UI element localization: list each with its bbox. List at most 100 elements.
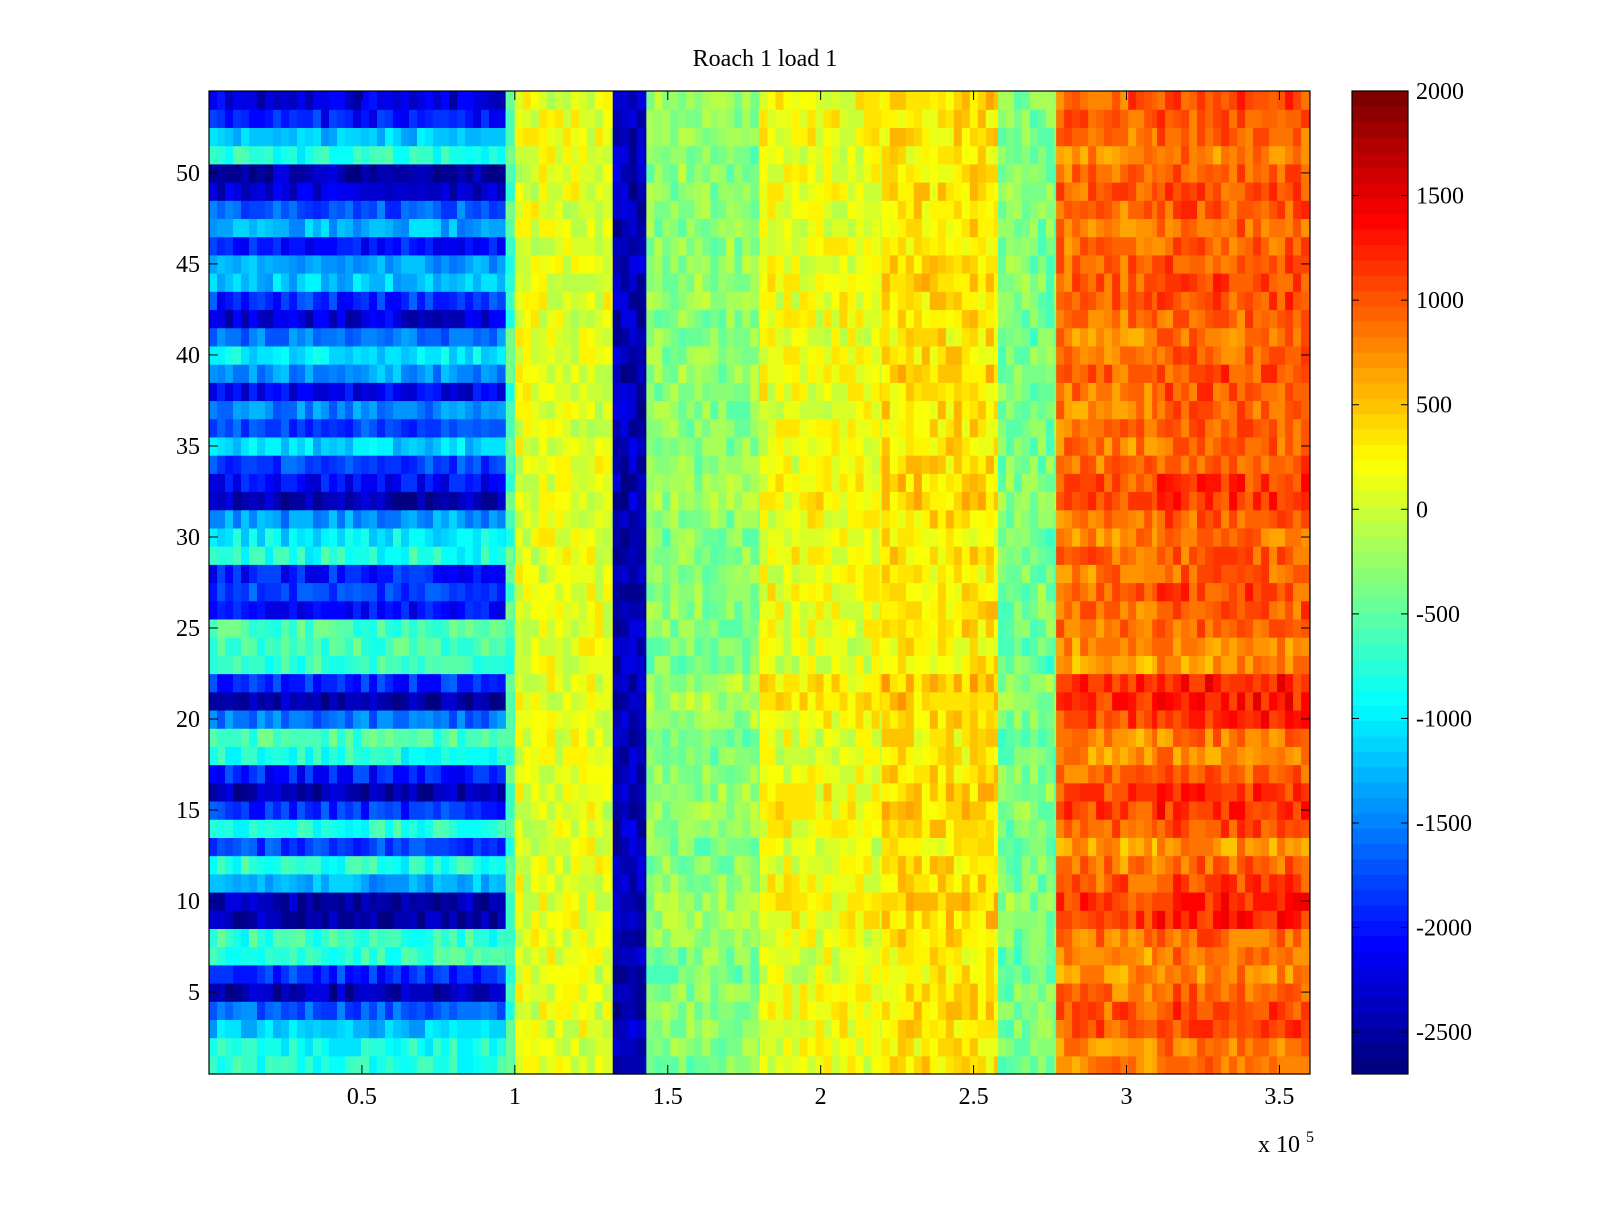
heatmap-cell — [209, 873, 218, 893]
heatmap-cell — [1261, 455, 1270, 474]
heatmap-cell — [441, 964, 450, 984]
heatmap-cell — [594, 582, 604, 602]
heatmap-cell — [345, 1019, 354, 1039]
heatmap-cell — [1221, 473, 1230, 493]
heatmap-cell — [977, 691, 987, 711]
heatmap-cell — [694, 964, 703, 984]
heatmap-cell — [497, 910, 506, 929]
heatmap-cell — [734, 1055, 743, 1075]
heatmap-cell — [1006, 455, 1015, 474]
heatmap-cell — [644, 691, 647, 711]
heatmap-cell — [313, 964, 322, 984]
heatmap-cell — [1128, 546, 1137, 565]
heatmap-cell — [313, 509, 322, 529]
heatmap-cell — [265, 728, 274, 747]
heatmap-cell — [863, 837, 872, 857]
heatmap-cell — [522, 1019, 532, 1039]
heatmap-cell — [385, 637, 394, 656]
heatmap-cell — [985, 691, 995, 711]
heatmap-cell — [546, 1055, 556, 1075]
heatmap-cell — [644, 946, 647, 966]
heatmap-cell — [546, 491, 556, 511]
heatmap-cell — [554, 564, 564, 584]
heatmap-cell — [505, 928, 507, 948]
heatmap-cell — [929, 618, 939, 638]
heatmap-cell — [815, 455, 824, 474]
heatmap-cell — [513, 946, 516, 966]
heatmap-cell — [586, 691, 596, 711]
heatmap-cell — [1253, 873, 1262, 893]
heatmap-cell — [929, 946, 939, 966]
heatmap-cell — [1152, 709, 1158, 729]
heatmap-cell — [644, 910, 647, 929]
heatmap-cell — [985, 764, 995, 784]
heatmap-cell — [1014, 1019, 1023, 1039]
heatmap-cell — [1022, 637, 1031, 656]
heatmap-cell — [831, 1055, 840, 1075]
heatmap-cell — [393, 873, 402, 893]
heatmap-cell — [257, 819, 266, 838]
heatmap-cell — [1261, 873, 1270, 893]
heatmap-cell — [329, 600, 338, 620]
heatmap-cell — [1253, 473, 1262, 493]
heatmap-cell — [1277, 709, 1286, 729]
heatmap-cell — [457, 800, 466, 820]
heatmap-cell — [1221, 655, 1230, 675]
heatmap-cell — [998, 728, 1007, 747]
heatmap-cell — [530, 855, 540, 875]
heatmap-cell — [1197, 800, 1206, 820]
heatmap-cell — [1128, 782, 1137, 802]
heatmap-cell — [1038, 564, 1047, 584]
heatmap-cell — [1088, 673, 1097, 693]
heatmap-cell — [337, 673, 346, 693]
heatmap-cell — [257, 946, 266, 966]
heatmap-cell — [628, 1055, 638, 1075]
heatmap-cell — [473, 1055, 482, 1075]
heatmap-cell — [791, 655, 800, 675]
heatmap-cell — [449, 837, 458, 857]
heatmap-cell — [425, 455, 434, 474]
heatmap-cell — [1269, 546, 1278, 565]
heatmap-cell — [522, 728, 532, 747]
heatmap-cell — [937, 509, 947, 529]
heatmap-cell — [734, 527, 743, 547]
heatmap-cell — [1165, 964, 1174, 984]
heatmap-cell — [505, 982, 507, 1002]
heatmap-cell — [823, 564, 832, 584]
heatmap-cell — [742, 964, 751, 984]
heatmap-cell — [209, 1055, 218, 1075]
heatmap-cell — [710, 582, 719, 602]
heatmap-cell — [759, 855, 768, 875]
heatmap-cell — [670, 728, 679, 747]
heatmap-cell — [329, 1055, 338, 1075]
heatmap-cell — [1046, 764, 1055, 784]
heatmap-cell — [937, 637, 947, 656]
heatmap-cell — [473, 1019, 482, 1039]
heatmap-cell — [871, 910, 880, 929]
heatmap-cell — [417, 491, 426, 511]
heatmap-cell — [265, 800, 274, 820]
heatmap-cell — [863, 928, 872, 948]
heatmap-cell — [433, 819, 442, 838]
heatmap-cell — [233, 491, 242, 511]
heatmap-cell — [742, 855, 751, 875]
heatmap-cell — [1269, 600, 1278, 620]
heatmap-cell — [945, 837, 955, 857]
heatmap-cell — [1152, 491, 1158, 511]
heatmap-cell — [1277, 691, 1286, 711]
heatmap-cell — [530, 527, 540, 547]
heatmap-cell — [742, 728, 751, 747]
heatmap-cell — [522, 782, 532, 802]
heatmap-cell — [961, 546, 971, 565]
heatmap-cell — [1245, 455, 1254, 474]
heatmap-cell — [799, 509, 808, 529]
heatmap-cell — [401, 673, 410, 693]
heatmap-cell — [1056, 855, 1065, 875]
heatmap-cell — [628, 946, 638, 966]
heatmap-cell — [586, 527, 596, 547]
heatmap-cell — [921, 600, 931, 620]
heatmap-cell — [209, 782, 218, 802]
heatmap-cell — [273, 764, 282, 784]
heatmap-cell — [1046, 928, 1055, 948]
heatmap-cell — [815, 691, 824, 711]
